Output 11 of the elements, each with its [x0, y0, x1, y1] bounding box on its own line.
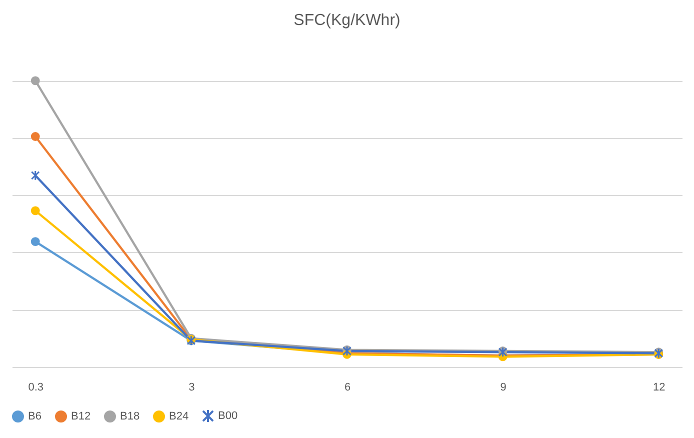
chart-title: SFC(Kg/KWhr)	[294, 12, 400, 29]
x-tick-label: 9	[500, 382, 506, 394]
x-tick-label: 12	[653, 382, 666, 394]
x-tick-label: 0.3	[28, 382, 44, 394]
legend-label: B6	[28, 410, 42, 422]
legend-label: B24	[169, 410, 189, 422]
x-tick-label: 3	[188, 382, 195, 394]
x-tick-label: 6	[344, 382, 351, 394]
legend-label: B12	[71, 410, 91, 422]
legend-label: B00	[218, 410, 238, 422]
legend-label: B18	[120, 410, 140, 422]
